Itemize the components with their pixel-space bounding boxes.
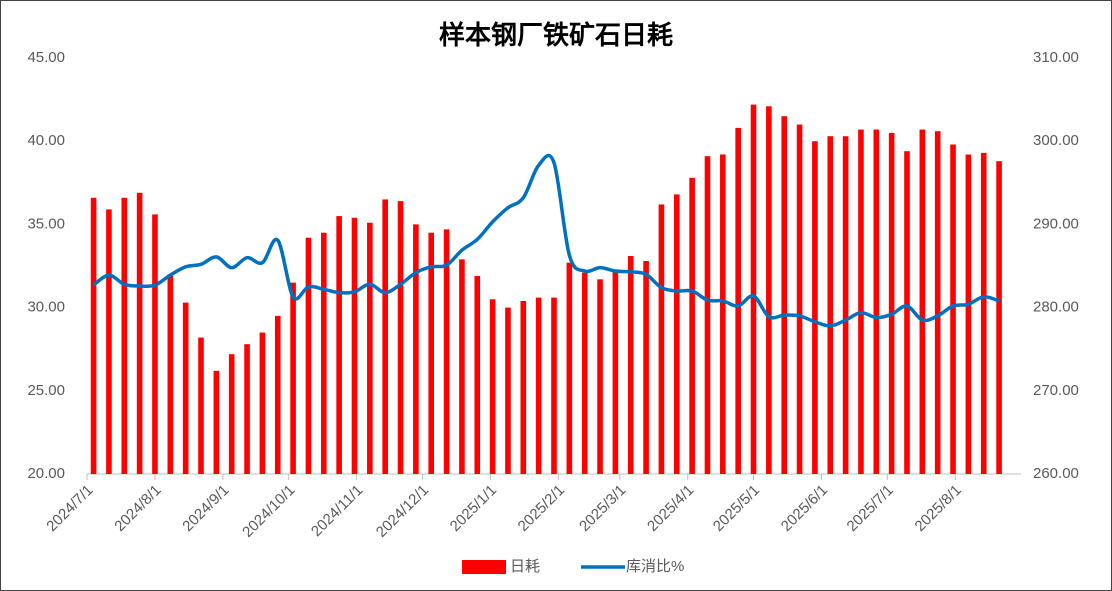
- bar: [228, 354, 235, 474]
- bar: [290, 282, 296, 474]
- y2-tick-label: 270.00: [1033, 382, 1079, 399]
- y-tick-label: 35.00: [27, 215, 65, 232]
- legend-label: 库消比%: [626, 558, 684, 575]
- bar: [673, 194, 680, 474]
- y2-tick-label: 260.00: [1033, 465, 1079, 482]
- bar: [182, 302, 189, 474]
- y2-tick-label: 290.00: [1033, 215, 1079, 232]
- bar: [612, 270, 619, 474]
- bar: [106, 209, 112, 474]
- bar: [581, 272, 588, 474]
- y-tick-label: 20.00: [27, 465, 65, 482]
- bar: [812, 141, 818, 474]
- bar: [796, 124, 803, 474]
- bar: [704, 156, 711, 474]
- bar: [950, 144, 956, 474]
- y2-tick-label: 310.00: [1033, 49, 1079, 66]
- bar: [320, 232, 327, 474]
- bar: [873, 129, 880, 474]
- legend-swatch: [462, 560, 506, 574]
- bar: [520, 300, 527, 474]
- bar: [720, 154, 726, 474]
- bar: [351, 217, 358, 474]
- bar: [474, 275, 481, 474]
- bar: [597, 279, 603, 474]
- y-tick-label: 45.00: [27, 49, 65, 66]
- legend-label: 日耗: [510, 558, 540, 575]
- y-tick-label: 30.00: [27, 299, 65, 316]
- bar: [996, 161, 1002, 474]
- bar: [919, 129, 926, 474]
- bar: [858, 129, 864, 474]
- y2-tick-label: 280.00: [1033, 299, 1079, 316]
- bar: [152, 214, 158, 474]
- bar: [627, 256, 634, 474]
- y2-tick-label: 300.00: [1033, 132, 1079, 149]
- bar: [535, 297, 542, 474]
- bar: [136, 192, 143, 474]
- bar: [658, 204, 665, 474]
- line: [92, 153, 1000, 328]
- bar: [213, 370, 220, 474]
- bar: [566, 262, 573, 474]
- y-tick-label: 25.00: [27, 382, 65, 399]
- bar: [274, 315, 281, 474]
- bar: [827, 136, 834, 474]
- bar: [842, 136, 849, 474]
- bar: [904, 151, 910, 474]
- bar: [965, 154, 972, 474]
- bar: [121, 197, 128, 474]
- bar: [735, 127, 741, 474]
- bar: [305, 237, 312, 474]
- bar: [336, 216, 342, 474]
- bar: [459, 259, 465, 474]
- bar: [781, 116, 788, 475]
- bar: [689, 177, 695, 475]
- bar: [367, 222, 373, 474]
- bar: [259, 332, 266, 474]
- bar: [167, 274, 174, 474]
- bar: [428, 232, 435, 474]
- bar: [505, 307, 511, 474]
- bar: [766, 106, 772, 475]
- bar: [980, 152, 987, 474]
- bar: [888, 132, 895, 474]
- bar: [443, 229, 450, 474]
- chart-title: 样本钢厂铁矿石日耗: [439, 20, 673, 51]
- bar: [397, 201, 404, 474]
- bar: [934, 131, 941, 474]
- y-tick-label: 40.00: [27, 132, 65, 149]
- bar: [198, 337, 204, 474]
- bar: [643, 261, 649, 474]
- bar: [551, 297, 557, 474]
- bar: [382, 199, 388, 474]
- bar: [90, 197, 97, 474]
- bar: [413, 224, 419, 474]
- bar: [489, 299, 496, 474]
- bar: [750, 104, 757, 474]
- bar: [244, 344, 250, 474]
